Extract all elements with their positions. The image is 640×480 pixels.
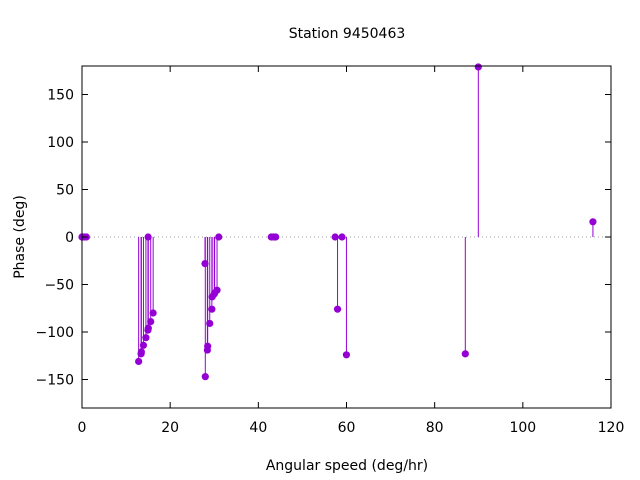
- y-tick-label: −150: [36, 373, 74, 389]
- x-tick-label: 100: [509, 420, 536, 436]
- data-point: [215, 233, 223, 241]
- data-point: [213, 286, 221, 294]
- data-point: [137, 348, 145, 356]
- y-tick-label: 50: [56, 183, 74, 199]
- data-point: [208, 305, 216, 313]
- data-point: [331, 233, 339, 241]
- x-tick-label: 0: [78, 420, 87, 436]
- axis-ticks: [81, 66, 612, 408]
- x-tick-label: 40: [249, 420, 267, 436]
- y-tick-label: 150: [47, 88, 74, 104]
- data-point: [144, 233, 152, 241]
- data-point: [142, 334, 150, 342]
- data-point: [589, 218, 597, 226]
- y-axis-label: Phase (deg): [12, 195, 28, 279]
- data-point: [201, 260, 209, 268]
- data-point: [461, 350, 469, 358]
- x-axis-label: Angular speed (deg/hr): [266, 458, 428, 474]
- x-tick-label: 80: [426, 420, 444, 436]
- data-point: [149, 309, 157, 317]
- data-point: [333, 305, 342, 313]
- data-point: [139, 341, 148, 349]
- impulse-group: [138, 66, 594, 377]
- point-group: [78, 63, 597, 381]
- x-tick-label: 20: [161, 420, 179, 436]
- data-point: [147, 317, 155, 326]
- data-point: [204, 342, 212, 350]
- data-point: [474, 63, 482, 71]
- y-tick-label: 0: [65, 230, 74, 246]
- data-point: [135, 357, 143, 366]
- data-point: [201, 373, 209, 381]
- chart-title: Station 9450463: [289, 26, 406, 42]
- y-tick-label: −50: [44, 278, 74, 294]
- data-point: [206, 319, 214, 328]
- data-point: [342, 351, 351, 359]
- x-tick-label: 60: [338, 420, 356, 436]
- data-point: [272, 233, 280, 241]
- y-tick-label: 100: [47, 135, 74, 151]
- y-tick-label: −100: [36, 325, 74, 341]
- data-point: [338, 233, 346, 241]
- data-point: [144, 324, 152, 332]
- tick-labels: 0 20 40 60 80 100 120 −150 −100 −50 0 50 100 150: [36, 88, 625, 437]
- x-tick-label: 120: [598, 420, 625, 436]
